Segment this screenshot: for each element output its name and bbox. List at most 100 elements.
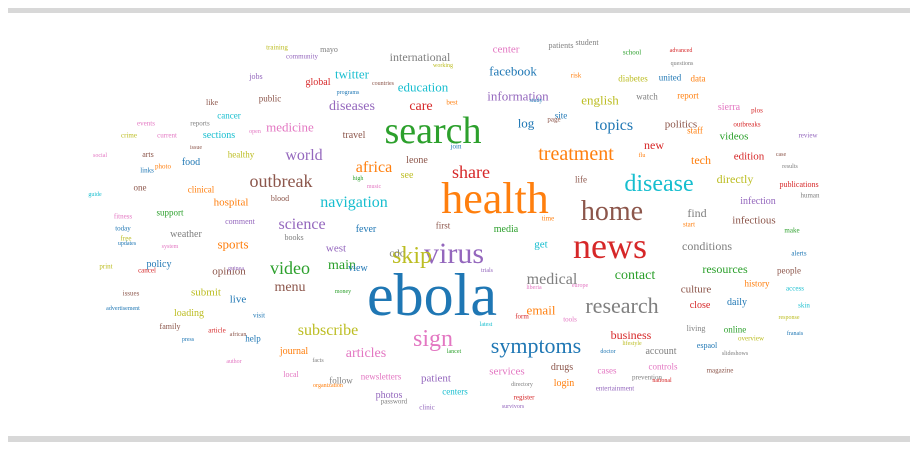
- word-tools: tools: [563, 315, 577, 324]
- word-loading: loading: [174, 308, 204, 319]
- word-newsletters: newsletters: [360, 371, 402, 382]
- word-hospital: hospital: [213, 196, 249, 209]
- word-open: open: [249, 129, 261, 135]
- word-diseases: diseases: [329, 99, 375, 114]
- word-community: community: [286, 52, 318, 61]
- word-time: time: [541, 214, 555, 223]
- word-family: family: [159, 322, 181, 331]
- word-infection: infection: [740, 196, 776, 207]
- word-first: first: [435, 220, 451, 231]
- word-main: main: [328, 258, 356, 273]
- word-books: books: [284, 233, 304, 242]
- word-publications: publications: [779, 180, 819, 189]
- word-treatment: treatment: [538, 143, 614, 165]
- word-article: article: [208, 326, 226, 335]
- word-new: new: [644, 138, 664, 152]
- word-case: case: [775, 152, 787, 158]
- word-start: start: [682, 220, 696, 229]
- word-flu: flu: [638, 153, 646, 159]
- word-world: world: [285, 147, 323, 164]
- word-online: online: [723, 324, 747, 335]
- word-west: west: [325, 242, 347, 255]
- word-drugs: drugs: [550, 362, 574, 373]
- word-cases: cases: [597, 365, 617, 376]
- word-facts: facts: [312, 358, 324, 364]
- word-live: live: [229, 293, 247, 306]
- word-system: system: [161, 244, 179, 250]
- word-outbreaks: outbreaks: [733, 120, 761, 129]
- word-controls: controls: [648, 361, 678, 372]
- word-visit: visit: [252, 311, 266, 320]
- word-local: local: [283, 370, 299, 379]
- word-culture: culture: [680, 283, 712, 296]
- word-education: education: [397, 79, 449, 95]
- word-submit: submit: [191, 286, 221, 299]
- word-clinical: clinical: [187, 184, 215, 195]
- word-get: get: [534, 238, 548, 251]
- word-reports: reports: [190, 119, 210, 128]
- word-issues: issues: [122, 289, 140, 298]
- word-media: media: [493, 224, 519, 235]
- word-site: site: [554, 110, 568, 121]
- word-symptoms: symptoms: [490, 333, 582, 358]
- word-staff: staff: [687, 125, 703, 136]
- word-diabetes: diabetes: [618, 73, 648, 84]
- word-support: support: [156, 207, 184, 218]
- word-medicine: medicine: [266, 119, 314, 135]
- word-print: print: [99, 262, 113, 271]
- word-email: email: [526, 302, 556, 318]
- word-twitter: twitter: [335, 66, 369, 82]
- word-contact: contact: [614, 268, 656, 283]
- word-news: news: [573, 226, 647, 266]
- word-links: links: [140, 166, 154, 175]
- word-best: best: [446, 98, 458, 107]
- word-arts: arts: [142, 150, 154, 159]
- word-password: password: [380, 397, 408, 406]
- word-page: page: [547, 115, 561, 124]
- word-results: results: [782, 164, 798, 170]
- word-advanced: advanced: [669, 48, 693, 54]
- word-login: login: [553, 378, 575, 389]
- word-high: high: [352, 176, 364, 182]
- word-slideshows: slideshows: [721, 351, 749, 357]
- word-music: music: [366, 184, 382, 190]
- word-health: health: [441, 174, 549, 223]
- word-review: review: [798, 131, 818, 140]
- word-cdc: cdc: [389, 247, 405, 260]
- word-menu: menu: [274, 280, 306, 295]
- word-money: money: [334, 289, 352, 295]
- word-organization: organization: [313, 383, 343, 389]
- word-articles: articles: [345, 346, 387, 361]
- word-history: history: [744, 278, 770, 289]
- word-find: find: [687, 206, 707, 220]
- word-events: events: [137, 119, 155, 128]
- word-topics: topics: [594, 117, 634, 134]
- word-cloud-frame: ebola health news search virus home symptoms re…: [8, 8, 910, 442]
- word-politics: politics: [664, 118, 698, 131]
- word-cancel: cancel: [138, 266, 156, 275]
- word-journal: journal: [279, 346, 309, 357]
- word-lancet: lancet: [446, 349, 462, 355]
- word-travel: travel: [342, 130, 366, 141]
- word-espaol: espaol: [696, 341, 718, 350]
- word-watch: watch: [636, 91, 658, 102]
- word-guinea: guinea: [228, 266, 244, 272]
- word-today: today: [115, 224, 131, 233]
- word-training: training: [266, 43, 288, 52]
- word-virus: virus: [424, 237, 484, 270]
- word-skin: skin: [798, 301, 810, 310]
- word-like: like: [206, 98, 218, 107]
- word-navigation: navigation: [320, 194, 388, 211]
- word-close: close: [689, 300, 711, 311]
- word-people: people: [777, 265, 801, 276]
- word-videos: videos: [719, 130, 749, 143]
- word-food: food: [181, 157, 201, 168]
- word-crime: crime: [121, 131, 137, 140]
- word-sign: sign: [412, 326, 454, 352]
- word-comment: comment: [225, 217, 255, 226]
- word-liberia: liberia: [526, 285, 542, 291]
- word-facebook: facebook: [489, 63, 537, 79]
- word-advertisement: advertisement: [106, 306, 140, 312]
- word-updates: updates: [117, 241, 137, 247]
- word-study: study: [529, 98, 543, 104]
